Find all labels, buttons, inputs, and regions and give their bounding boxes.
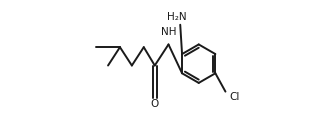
Text: H₂N: H₂N (167, 12, 186, 22)
Text: O: O (151, 99, 159, 109)
Text: NH: NH (161, 27, 176, 37)
Text: Cl: Cl (229, 92, 240, 102)
